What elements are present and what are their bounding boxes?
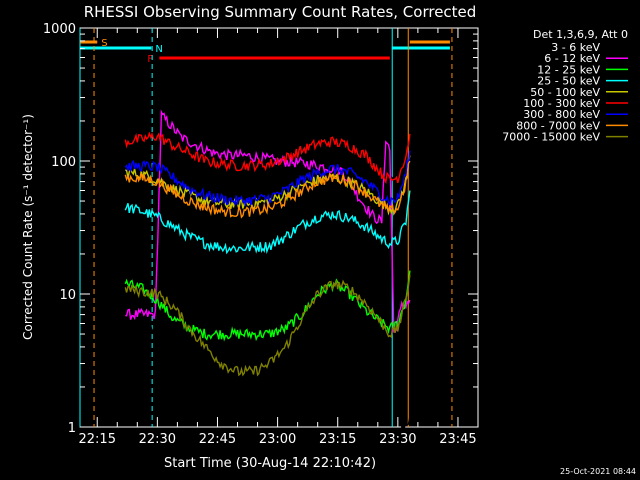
- state-bar-label: N: [155, 44, 162, 55]
- x-tick-label: 22:30: [139, 432, 176, 447]
- legend-label: 50 - 100 keV: [530, 86, 600, 99]
- chart-title: RHESSI Observing Summary Count Rates, Co…: [84, 3, 477, 21]
- legend-label: 6 - 12 keV: [544, 52, 600, 65]
- x-tick-label: 22:15: [79, 432, 116, 447]
- series-line-6: [124, 150, 411, 208]
- series-line-5: [124, 131, 411, 185]
- y-tick-label: 100: [51, 155, 76, 170]
- x-axis: 22:15 22:30 22:45 23:00 23:15 23:30 23:45: [79, 28, 479, 447]
- y-axis: 1 10 100 1000: [43, 22, 478, 436]
- legend-label: 800 - 7000 keV: [516, 119, 600, 132]
- legend-label: 12 - 25 keV: [537, 63, 600, 76]
- series-line-3: [124, 190, 411, 255]
- series-line-1: [125, 109, 411, 333]
- x-tick-label: 23:45: [439, 432, 476, 447]
- x-tick-label: 23:15: [319, 432, 356, 447]
- y-tick-label: 1: [68, 421, 76, 436]
- y-tick-label: 1000: [43, 22, 76, 37]
- plot-border: [79, 27, 479, 428]
- y-tick-label: 10: [59, 288, 76, 303]
- timestamp-label: 25-Oct-2021 08:44: [560, 467, 636, 476]
- legend-label: 300 - 800 keV: [523, 108, 600, 121]
- series-line-0: [124, 125, 411, 428]
- state-bar-label: S: [101, 38, 107, 49]
- series-lines: [124, 109, 411, 428]
- x-tick-label: 22:45: [199, 432, 236, 447]
- vertical-markers: [79, 28, 453, 427]
- y-axis-label: Corrected Count Rate (s⁻¹ detector⁻¹): [21, 114, 35, 340]
- legend-label: 7000 - 15000 keV: [502, 131, 600, 144]
- x-tick-label: 23:30: [379, 432, 416, 447]
- legend-header: Det 1,3,6,9, Att 0: [533, 28, 628, 41]
- series-line-7: [124, 160, 411, 219]
- x-tick-label: 23:00: [259, 432, 296, 447]
- state-bar-label: F: [147, 54, 153, 65]
- legend-label: 25 - 50 keV: [537, 75, 600, 88]
- plot-frame: [79, 27, 479, 428]
- series-line-8: [124, 274, 411, 377]
- state-bars: S NF: [80, 38, 450, 65]
- legend-label: 3 - 6 keV: [551, 41, 600, 54]
- legend-label: 100 - 300 keV: [523, 97, 600, 110]
- x-axis-label: Start Time (30-Aug-14 22:10:42): [164, 456, 376, 471]
